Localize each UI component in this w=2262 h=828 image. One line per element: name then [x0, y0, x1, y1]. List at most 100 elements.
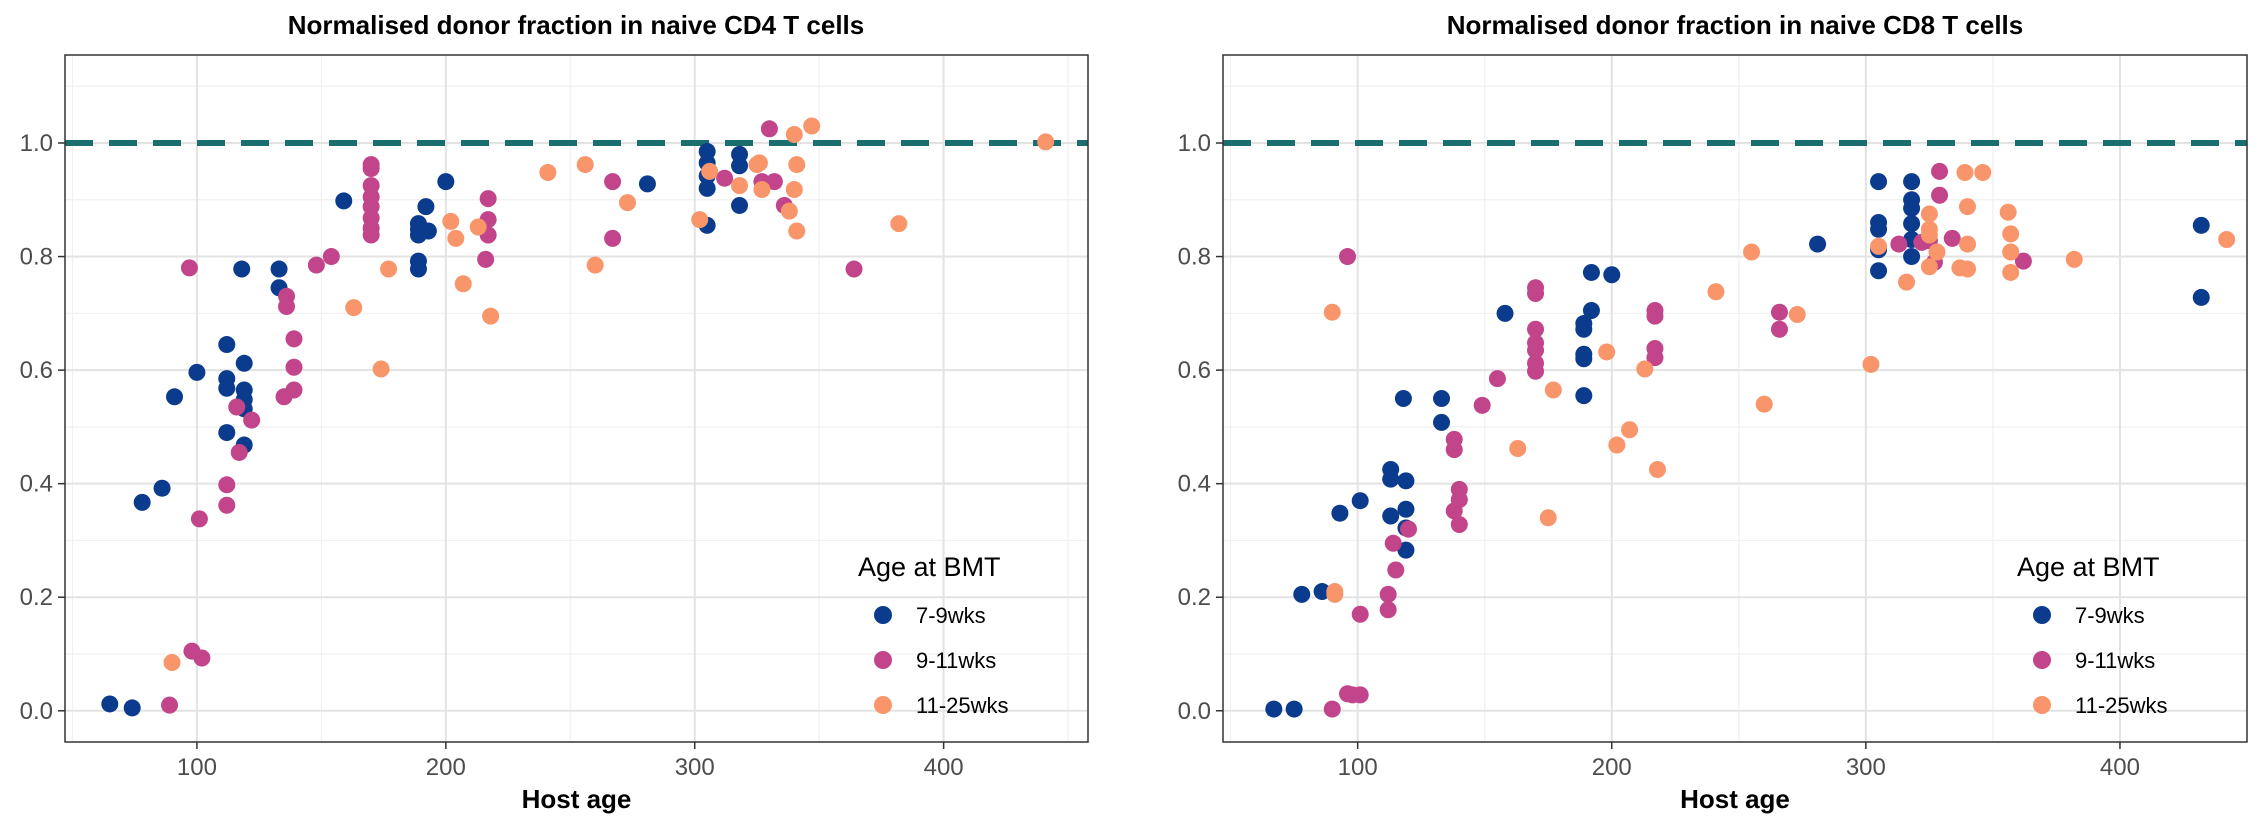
data-point [1323, 700, 1341, 718]
data-point [731, 196, 749, 214]
data-point [890, 215, 908, 233]
data-point [1351, 686, 1369, 704]
data-point [409, 260, 427, 278]
data-point [1382, 507, 1400, 525]
data-point [362, 226, 380, 244]
data-point [1788, 305, 1806, 323]
chart-title: Normalised donor fraction in naive CD8 T… [1447, 10, 2023, 40]
data-point [1527, 362, 1545, 380]
data-point [1037, 133, 1055, 151]
data-point [1956, 164, 1974, 182]
legend-label: 9-11wks [916, 648, 996, 673]
data-point [345, 299, 363, 317]
x-tick-label: 100 [1338, 754, 1378, 781]
data-point [1755, 395, 1773, 413]
data-point [1397, 472, 1415, 490]
legend-swatch [2033, 606, 2051, 624]
data-point [188, 363, 206, 381]
y-tick-label: 1.0 [20, 130, 53, 157]
data-point [322, 248, 340, 266]
data-point [161, 696, 179, 714]
data-point [1974, 164, 1992, 182]
data-point [785, 125, 803, 143]
legend-label: 9-11wks [2075, 648, 2155, 673]
data-point [335, 192, 353, 210]
data-point [1488, 370, 1506, 388]
data-point [760, 120, 778, 138]
data-point [1636, 360, 1654, 378]
data-point [442, 212, 460, 230]
data-point [1958, 198, 1976, 216]
data-point [1931, 186, 1949, 204]
y-tick-label: 0.0 [1178, 698, 1211, 725]
data-point [788, 222, 806, 240]
y-tick-label: 0.4 [20, 471, 53, 498]
x-tick-label: 200 [426, 754, 466, 781]
panel-cd8: Normalised donor fraction in naive CD8 T… [1178, 10, 2248, 814]
data-point [731, 177, 749, 195]
data-point [218, 496, 236, 514]
data-point [235, 354, 253, 372]
data-point [417, 198, 435, 216]
y-tick-label: 0.6 [1178, 357, 1211, 384]
data-point [1898, 273, 1916, 291]
data-point [2065, 250, 2083, 268]
data-point [193, 649, 211, 667]
data-point [1339, 248, 1357, 266]
data-point [845, 260, 863, 278]
data-point [123, 699, 141, 717]
data-point [1958, 260, 1976, 278]
legend-swatch [874, 651, 892, 669]
x-tick-label: 100 [177, 754, 217, 781]
legend-label: 7-9wks [2075, 603, 2145, 628]
data-point [218, 424, 236, 442]
data-point [163, 654, 181, 672]
data-point [539, 164, 557, 182]
x-tick-label: 300 [1846, 754, 1886, 781]
data-point [604, 173, 622, 191]
data-point [1527, 320, 1545, 338]
data-point [243, 411, 261, 429]
legend-label: 11-25wks [2075, 693, 2168, 718]
data-point [780, 202, 798, 220]
data-point [1433, 413, 1451, 431]
data-point [1903, 215, 1921, 233]
data-point [1433, 390, 1451, 407]
data-point [1870, 220, 1888, 238]
data-point [180, 259, 198, 277]
data-point [1313, 583, 1331, 601]
panel-cd4: Normalised donor fraction in naive CD4 T… [20, 10, 1089, 814]
x-tick-label: 200 [1592, 754, 1632, 781]
y-tick-label: 0.8 [20, 244, 53, 271]
data-point [1958, 235, 1976, 253]
data-point [803, 117, 821, 135]
data-point [1943, 229, 1961, 247]
data-point [1379, 601, 1397, 619]
chart-title: Normalised donor fraction in naive CD4 T… [288, 10, 864, 40]
data-point [1351, 605, 1369, 623]
data-point [1903, 199, 1921, 217]
data-point [1379, 585, 1397, 603]
data-point [1384, 534, 1402, 552]
data-point [1903, 173, 1921, 191]
data-point [586, 256, 604, 274]
data-point [731, 157, 749, 175]
data-point [1509, 439, 1527, 457]
data-point [1527, 341, 1545, 359]
y-tick-label: 0.4 [1178, 471, 1211, 498]
data-point [701, 162, 719, 180]
data-point [2218, 231, 2236, 249]
data-point [278, 298, 296, 316]
data-point [1445, 441, 1463, 459]
legend-swatch [874, 696, 892, 714]
data-point [765, 173, 783, 191]
data-point [218, 476, 236, 494]
data-point [1903, 248, 1921, 266]
data-point [619, 194, 637, 212]
data-point [1646, 349, 1664, 367]
data-point [2002, 225, 2020, 243]
data-point [1473, 396, 1491, 414]
data-point [437, 173, 455, 191]
legend-swatch [2033, 651, 2051, 669]
